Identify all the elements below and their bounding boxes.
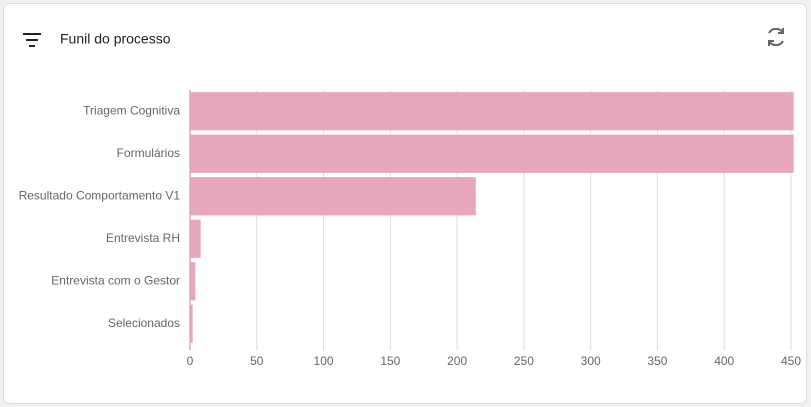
- chart-title: Funil do processo: [60, 31, 171, 47]
- filter-icon[interactable]: [23, 33, 41, 47]
- y-tick-label: Entrevista com o Gestor: [51, 273, 180, 287]
- y-tick-label: Triagem Cognitiva: [83, 103, 180, 117]
- x-tick-label: 200: [447, 354, 467, 368]
- x-tick-label: 150: [380, 354, 400, 368]
- y-tick-label: Formulários: [117, 146, 180, 160]
- bar: [190, 219, 201, 258]
- refresh-icon[interactable]: [768, 27, 784, 47]
- bar: [190, 134, 794, 173]
- x-tick-label: 50: [250, 354, 264, 368]
- bar: [190, 92, 794, 131]
- x-tick-label: 350: [647, 354, 667, 368]
- y-tick-label: Selecionados: [108, 316, 180, 330]
- x-tick-label: 450: [781, 354, 801, 368]
- x-tick-label: 100: [314, 354, 334, 368]
- bar: [190, 262, 196, 301]
- bar: [190, 177, 476, 216]
- x-tick-label: 300: [581, 354, 601, 368]
- x-tick-label: 0: [187, 354, 194, 368]
- y-tick-label: Entrevista RH: [106, 231, 180, 245]
- x-tick-label: 400: [714, 354, 734, 368]
- x-tick-label: 250: [514, 354, 534, 368]
- bar: [190, 304, 193, 343]
- y-tick-label: Resultado Comportamento V1: [19, 188, 181, 202]
